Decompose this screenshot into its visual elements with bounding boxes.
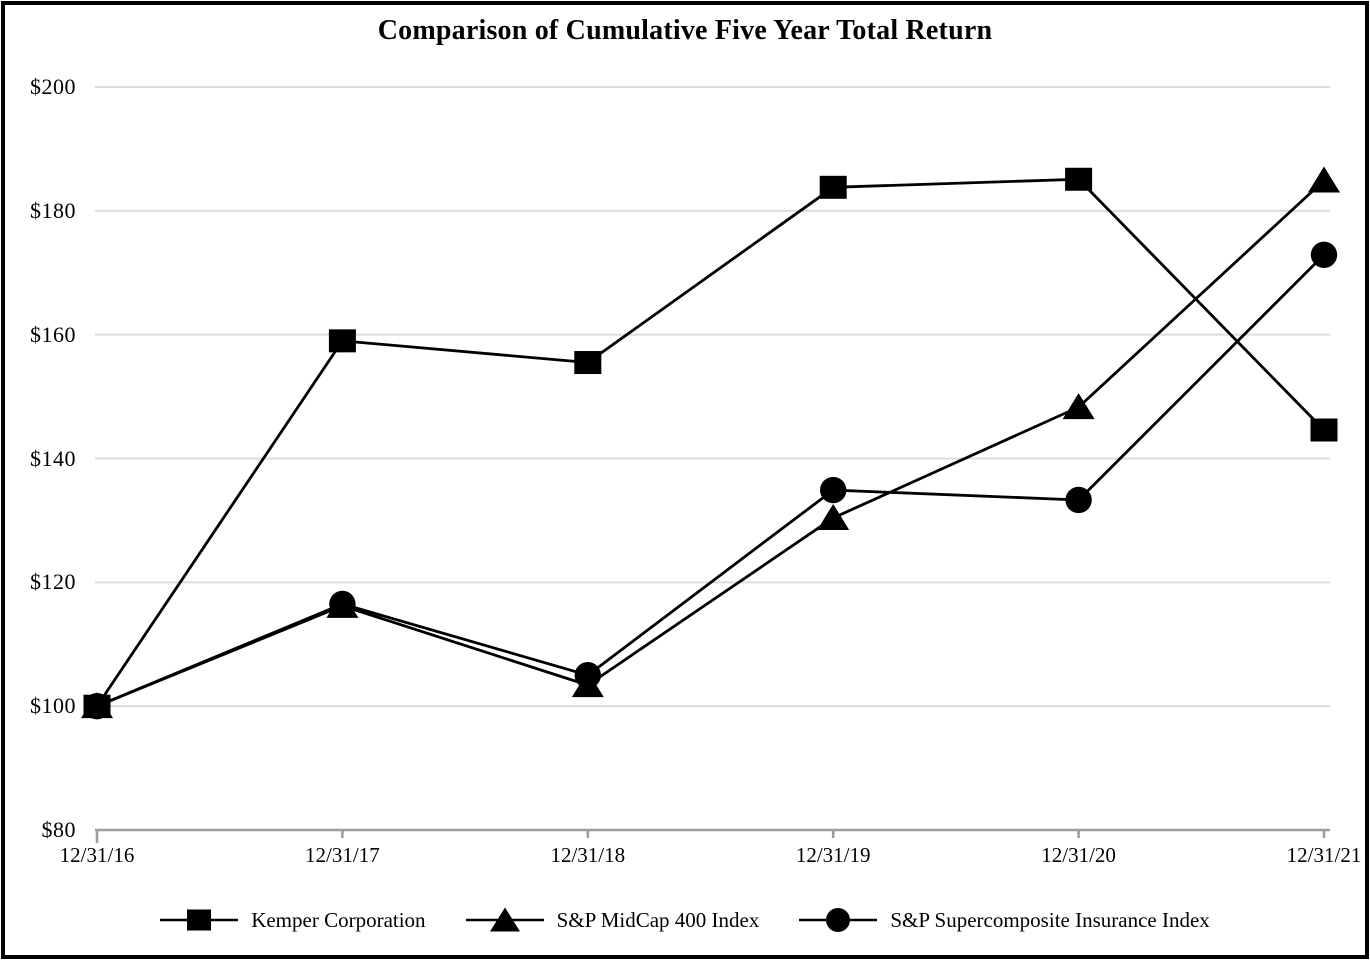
- square-marker: [1310, 418, 1338, 442]
- y-tick-label: $180: [30, 197, 76, 223]
- y-tick-label: $160: [30, 321, 76, 347]
- y-tick-label: $100: [30, 693, 76, 719]
- series-markers-group: [81, 166, 1340, 720]
- square-marker-icon: [160, 909, 239, 931]
- legend-item-s-p-supercomposite-insurance-index: S&P Supercomposite Insurance Index: [799, 906, 1210, 934]
- legend: Kemper Corporation S&P MidCap 400 Index S&…: [0, 906, 1370, 934]
- triangle-marker: [1308, 166, 1340, 193]
- square-marker: [574, 351, 602, 375]
- circle-marker: [820, 476, 847, 504]
- gridlines-group: [95, 86, 1330, 708]
- series-line-s-p-midcap-400-index: [96, 179, 1325, 708]
- circle-marker: [1310, 241, 1338, 268]
- legend-label: S&P MidCap 400 Index: [556, 907, 760, 932]
- x-tick-label: 12/31/16: [59, 843, 135, 867]
- circle-marker: [329, 590, 356, 618]
- square-marker: [328, 329, 356, 353]
- circle-marker: [1065, 486, 1092, 514]
- x-axis-group: [95, 828, 1330, 843]
- legend-circle-glyph: [826, 908, 851, 932]
- legend-square-glyph: [187, 909, 212, 931]
- triangle-marker: [817, 503, 850, 530]
- square-marker: [819, 175, 847, 199]
- series-line-s-p-supercomposite-insurance-index: [96, 253, 1325, 708]
- x-tick-label: 12/31/21: [1286, 843, 1362, 867]
- legend-triangle-glyph: [489, 907, 520, 932]
- y-tick-label: $200: [30, 74, 76, 99]
- series-line-kemper-corporation: [95, 177, 1326, 707]
- legend-item-s-p-midcap-400-index: S&P MidCap 400 Index: [465, 906, 760, 934]
- y-tick-label: $80: [41, 817, 76, 842]
- x-tick-label: 12/31/19: [795, 843, 871, 867]
- x-tick-label: 12/31/20: [1041, 843, 1116, 867]
- series-lines-group: [95, 177, 1326, 708]
- circle-marker-icon: [799, 908, 878, 932]
- y-tick-label: $120: [30, 569, 76, 595]
- legend-label: Kemper Corporation: [251, 907, 426, 932]
- square-marker: [83, 694, 111, 718]
- circle-marker: [574, 662, 601, 689]
- x-tick-label: 12/31/18: [550, 843, 626, 867]
- triangle-marker: [1062, 393, 1095, 420]
- square-marker: [1065, 167, 1093, 191]
- x-tick-label: 12/31/17: [305, 843, 380, 867]
- chart-title: Comparison of Cumulative Five Year Total…: [377, 15, 993, 46]
- legend-label: S&P Supercomposite Insurance Index: [890, 907, 1210, 932]
- y-tick-label: $140: [30, 445, 76, 471]
- triangle-marker-icon: [465, 907, 544, 932]
- legend-item-kemper-corporation: Kemper Corporation: [160, 906, 426, 934]
